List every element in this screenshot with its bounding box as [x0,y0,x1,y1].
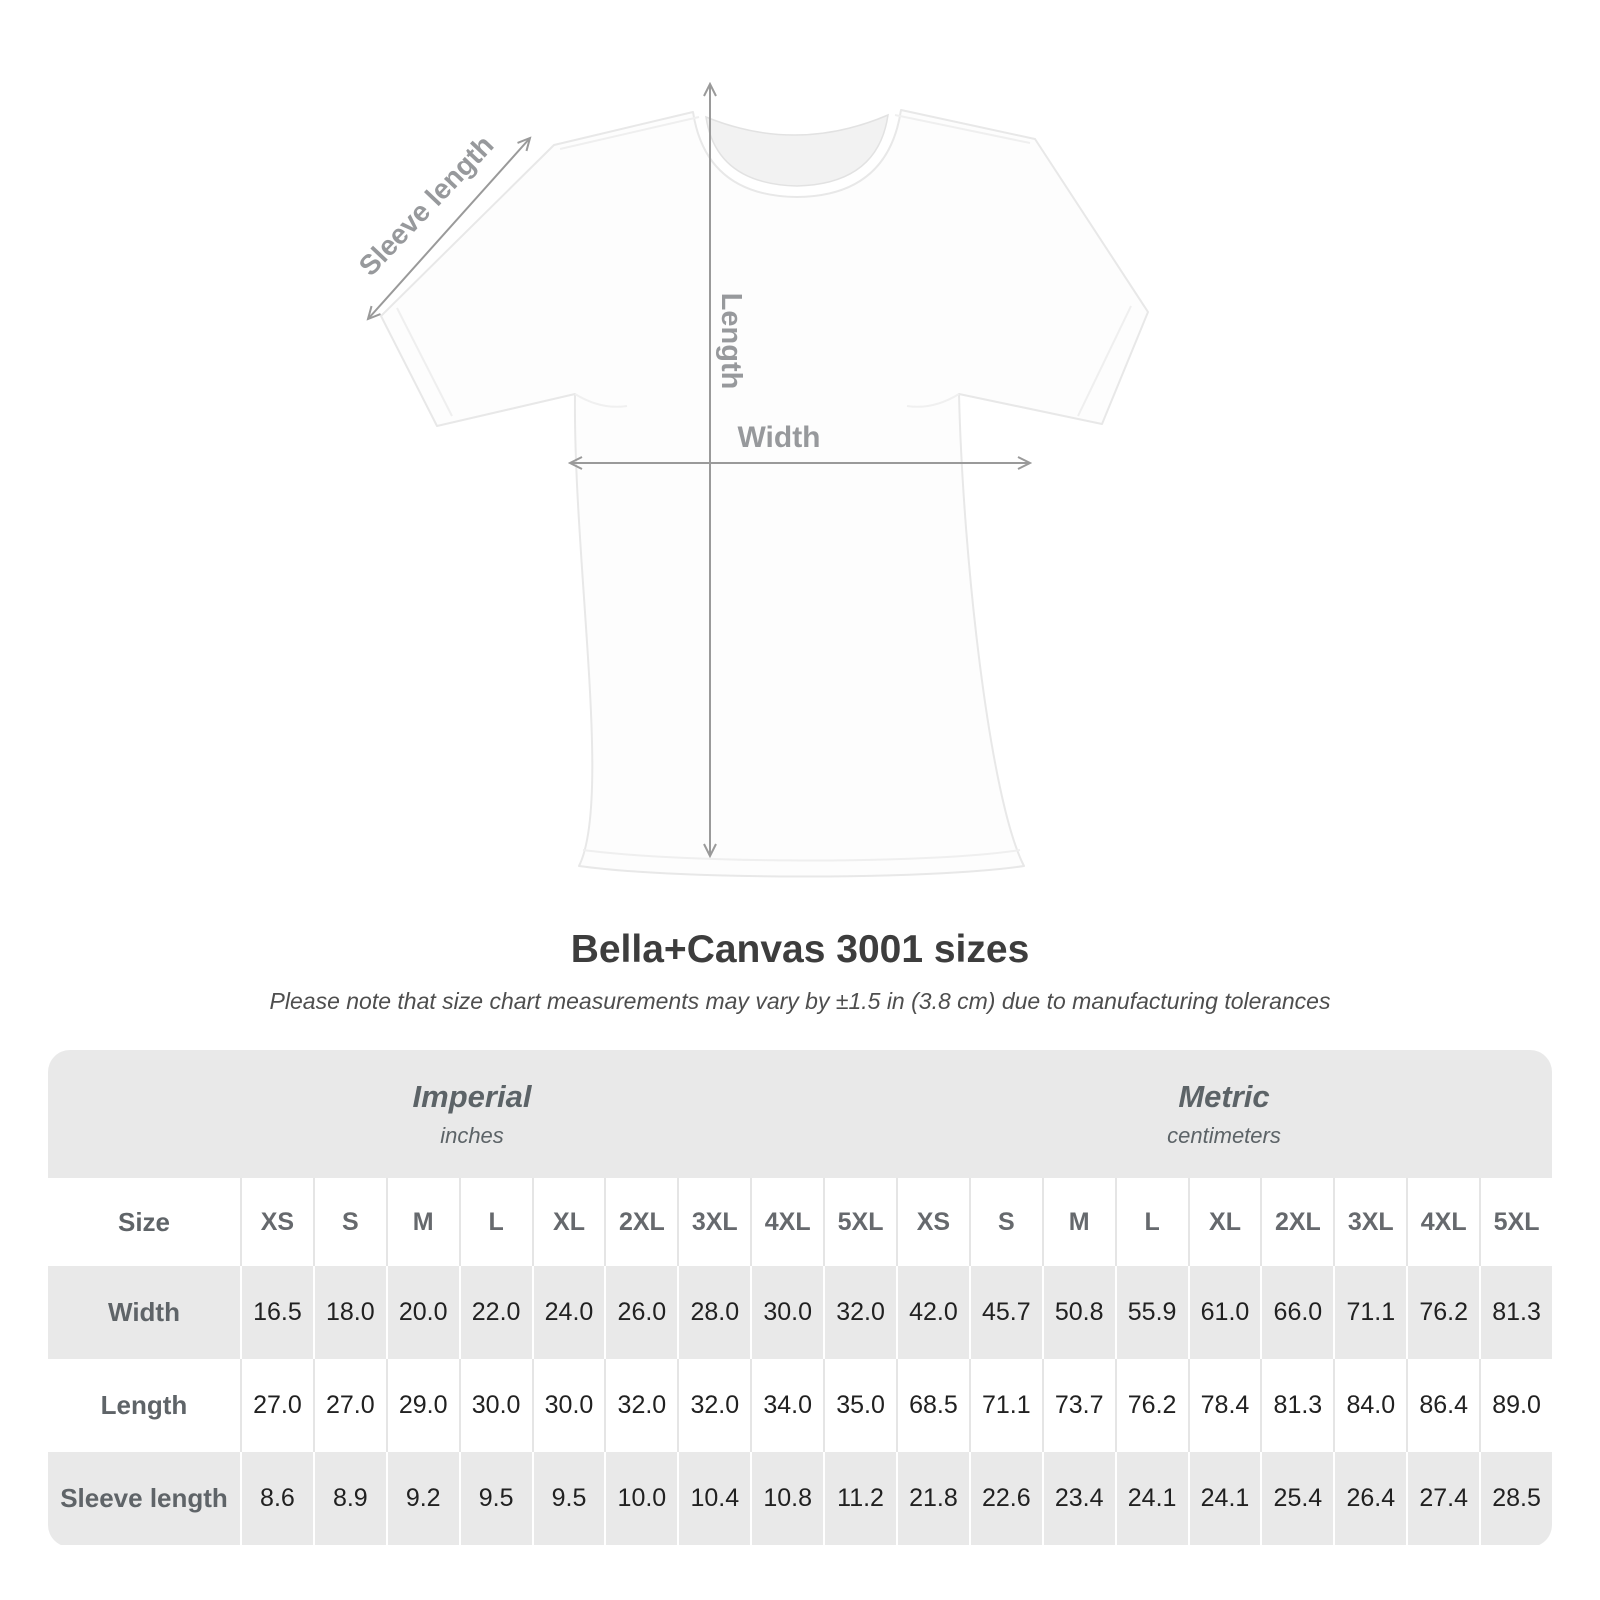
metric-value-cell: 55.9 [1114,1266,1188,1359]
metric-value-cell: 42.0 [895,1266,969,1359]
metric-value-cell: 89.0 [1479,1359,1552,1452]
size-chart-table: Imperial inches Metric centimeters Size X… [48,1050,1552,1547]
imperial-value-cell: 16.5 [240,1266,313,1359]
measurement-row-label: Sleeve length [60,1483,228,1513]
imperial-value-cell: 35.0 [823,1359,896,1452]
imperial-value-cell: 10.8 [750,1452,823,1545]
imperial-size-column-header: 5XL [823,1178,896,1266]
imperial-size-column-header: 4XL [750,1178,823,1266]
metric-size-column-header: L [1114,1178,1188,1266]
imperial-group-label: Imperial [412,1079,532,1114]
imperial-value-cell: 9.2 [385,1452,459,1545]
length-annotation-label: Length [715,293,747,390]
imperial-value-cell: 22.0 [458,1266,532,1359]
metric-value-cell: 50.8 [1041,1266,1115,1359]
metric-size-column-header: 5XL [1479,1178,1552,1266]
imperial-value-cell: 27.0 [312,1359,386,1452]
sleeve-length-arrow [368,138,530,319]
metric-size-column-header: 4XL [1406,1178,1479,1266]
metric-value-cell: 24.1 [1187,1452,1261,1545]
size-table-body: Size XS S M L XL 2XL 3XL 4XL 5XL XS S M L XL 2XL 3XL 4XL 5… [48,1178,1552,1545]
imperial-value-cell: 30.0 [531,1359,605,1452]
width-annotation-label: Width [737,421,820,454]
imperial-value-cell: 32.0 [604,1359,677,1452]
imperial-value-cell: 30.0 [458,1359,532,1452]
imperial-value-cell: 26.0 [604,1266,677,1359]
imperial-value-cell: 32.0 [823,1266,896,1359]
table-row: Length 27.0 27.0 29.0 30.0 30.0 32.0 32.0 34.0 35… [48,1359,1552,1452]
metric-value-cell: 73.7 [1041,1359,1115,1452]
tshirt-measurement-diagram: Sleeve length Length Width [353,0,1149,878]
imperial-value-cell: 10.4 [677,1452,750,1545]
metric-value-cell: 81.3 [1479,1266,1552,1359]
metric-group-header: Metric centimeters [896,1050,1552,1178]
measurement-row-label: Length [100,1390,188,1420]
metric-value-cell: 25.4 [1260,1452,1333,1545]
imperial-value-cell: 9.5 [458,1452,532,1545]
measurement-annotations [368,84,1030,856]
metric-size-column-header: XL [1187,1178,1261,1266]
imperial-value-cell: 28.0 [677,1266,750,1359]
metric-value-cell: 21.8 [895,1452,969,1545]
metric-value-cell: 76.2 [1114,1359,1188,1452]
table-row: Size XS S M L XL 2XL 3XL 4XL 5XL XS S M L XL 2XL 3XL 4XL 5… [48,1178,1552,1266]
metric-value-cell: 61.0 [1187,1266,1261,1359]
metric-value-cell: 71.1 [1333,1266,1406,1359]
tolerance-note: Please note that size chart measurements… [269,988,1331,1014]
imperial-size-column-header: XL [531,1178,605,1266]
imperial-size-column-header: XS [240,1178,313,1266]
imperial-value-cell: 20.0 [385,1266,459,1359]
metric-size-column-header: 3XL [1333,1178,1406,1266]
imperial-value-cell: 10.0 [604,1452,677,1545]
metric-value-cell: 26.4 [1333,1452,1406,1545]
table-row: Sleeve length 8.6 8.9 9.2 9.5 9.5 10.0 10.4 10.8… [48,1452,1552,1545]
imperial-value-cell: 18.0 [312,1266,386,1359]
metric-value-cell: 84.0 [1333,1359,1406,1452]
metric-value-cell: 81.3 [1260,1359,1333,1452]
metric-size-column-header: XS [895,1178,969,1266]
imperial-size-column-header: M [385,1178,459,1266]
metric-value-cell: 68.5 [895,1359,969,1452]
metric-group-unit: centimeters [1167,1123,1281,1148]
metric-value-cell: 66.0 [1260,1266,1333,1359]
imperial-group-header: Imperial inches [48,1050,896,1178]
imperial-value-cell: 8.6 [240,1452,313,1545]
imperial-size-column-header: 3XL [677,1178,750,1266]
measurement-row-label: Width [108,1297,180,1327]
imperial-size-column-header: S [312,1178,386,1266]
metric-value-cell: 27.4 [1406,1452,1479,1545]
metric-group-label: Metric [1178,1079,1270,1114]
imperial-value-cell: 24.0 [531,1266,605,1359]
metric-value-cell: 76.2 [1406,1266,1479,1359]
imperial-value-cell: 32.0 [677,1359,750,1452]
unit-group-header-row: Imperial inches Metric centimeters [48,1050,1552,1178]
imperial-size-column-header: 2XL [604,1178,677,1266]
metric-value-cell: 71.1 [968,1359,1042,1452]
metric-value-cell: 24.1 [1114,1452,1188,1545]
imperial-value-cell: 9.5 [531,1452,605,1545]
imperial-value-cell: 29.0 [385,1359,459,1452]
metric-value-cell: 28.5 [1479,1452,1552,1545]
tshirt-graphic [380,109,1149,878]
metric-value-cell: 23.4 [1041,1452,1115,1545]
imperial-size-column-header: L [458,1178,532,1266]
imperial-value-cell: 30.0 [750,1266,823,1359]
size-corner-header: Size [117,1206,171,1237]
metric-value-cell: 86.4 [1406,1359,1479,1452]
table-row: Width 16.5 18.0 20.0 22.0 24.0 26.0 28.0 30.0 32.… [48,1266,1552,1359]
page-title: Bella+Canvas 3001 sizes [570,928,1030,971]
imperial-group-unit: inches [440,1123,504,1148]
metric-size-column-header: 2XL [1260,1178,1333,1266]
metric-size-column-header: M [1041,1178,1115,1266]
metric-value-cell: 22.6 [968,1452,1042,1545]
imperial-value-cell: 27.0 [240,1359,313,1452]
metric-value-cell: 45.7 [968,1266,1042,1359]
imperial-value-cell: 11.2 [823,1452,896,1545]
imperial-value-cell: 34.0 [750,1359,823,1452]
imperial-value-cell: 8.9 [312,1452,386,1545]
metric-size-column-header: S [968,1178,1042,1266]
metric-value-cell: 78.4 [1187,1359,1261,1452]
